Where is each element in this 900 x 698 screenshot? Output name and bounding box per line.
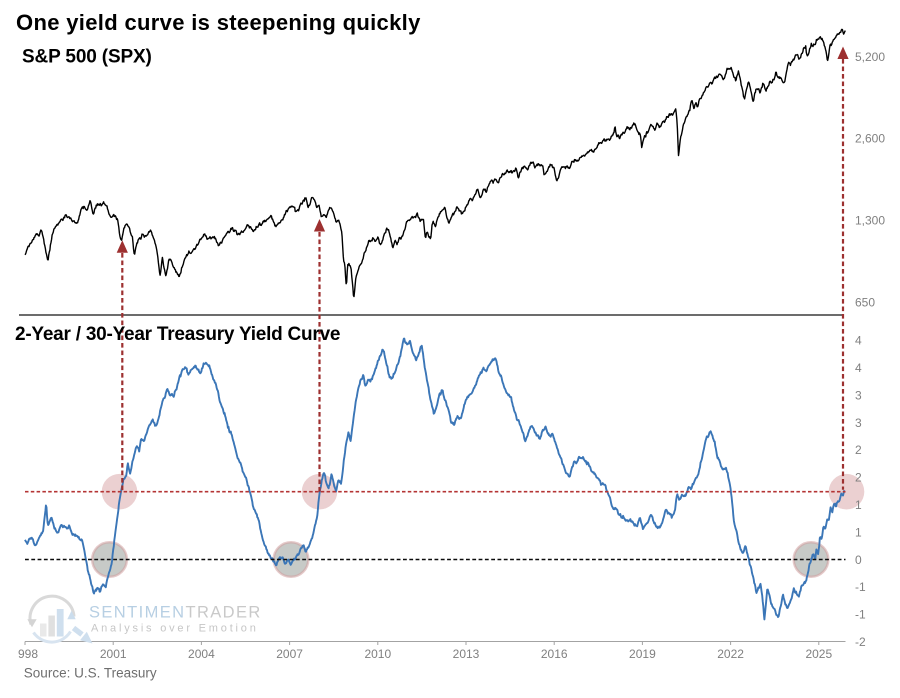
svg-text:4: 4 [855,334,862,348]
svg-text:2004: 2004 [188,647,215,661]
svg-text:SENTIMENTRADER: SENTIMENTRADER [89,604,262,622]
svg-text:2: 2 [855,471,862,485]
svg-text:3: 3 [855,388,862,402]
svg-text:5,200: 5,200 [855,50,885,64]
svg-text:2013: 2013 [453,647,480,661]
svg-text:2010: 2010 [364,647,391,661]
svg-text:2025: 2025 [805,647,832,661]
svg-text:2-Year / 30-Year Treasury Yiel: 2-Year / 30-Year Treasury Yield Curve [15,324,340,345]
svg-text:One yield curve is steepening: One yield curve is steepening quickly [16,10,421,35]
svg-text:1: 1 [855,498,862,512]
svg-text:2001: 2001 [100,647,127,661]
svg-text:998: 998 [18,647,38,661]
svg-text:3: 3 [855,416,862,430]
svg-text:4: 4 [855,361,862,375]
svg-text:2019: 2019 [629,647,656,661]
svg-text:-1: -1 [855,608,866,622]
svg-text:0: 0 [855,553,862,567]
svg-text:2022: 2022 [717,647,744,661]
svg-text:650: 650 [855,295,875,309]
svg-text:Analysis over Emotion: Analysis over Emotion [91,623,259,635]
svg-text:2016: 2016 [541,647,568,661]
svg-text:-1: -1 [855,580,866,594]
svg-text:1: 1 [855,525,862,539]
svg-text:2: 2 [855,443,862,457]
svg-text:2,600: 2,600 [855,132,885,146]
svg-text:Source: U.S. Treasury: Source: U.S. Treasury [24,665,157,680]
svg-text:-2: -2 [855,635,866,649]
svg-text:1,300: 1,300 [855,214,885,228]
svg-text:2007: 2007 [276,647,303,661]
svg-text:S&P 500 (SPX): S&P 500 (SPX) [22,47,152,68]
